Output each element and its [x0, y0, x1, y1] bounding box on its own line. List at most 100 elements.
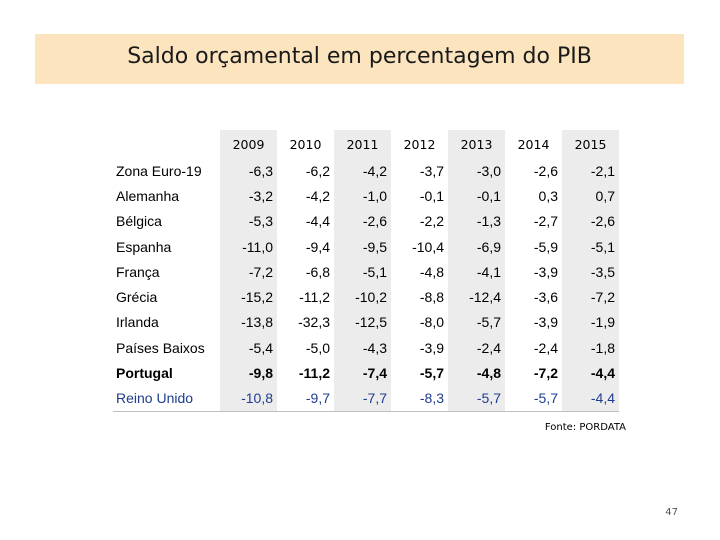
table-cell: -5,0 [305, 339, 330, 356]
page-number: 47 [665, 507, 678, 518]
table-body: Zona Euro-19 -6,3 -6,2 -4,2 -3,7 -3,0 -2,6 -2,1… [113, 158, 619, 412]
table-cell: -5,7 [505, 385, 562, 412]
table-cell: -3,0 [448, 158, 505, 184]
table-cell: -0,1 [448, 183, 505, 209]
table-cell: -3,9 [419, 339, 444, 356]
table-cell: -6,2 [305, 162, 330, 179]
table-cell: -3,6 [533, 289, 558, 306]
table-cell: -9,8 [220, 360, 277, 386]
column-header-2015: 2015 [562, 130, 619, 158]
table-cell: -8,8 [419, 289, 444, 306]
row-label: Zona Euro-19 [116, 162, 202, 179]
table-cell: -11,2 [298, 365, 330, 382]
row-label: Grécia [116, 289, 158, 306]
source-note: Fonte: PORDATA [544, 422, 626, 433]
table-cell: -6,9 [448, 233, 505, 260]
table-row: Bélgica -5,3 -4,4 -2,6 -2,2 -1,3 -2,7 -2,6 [113, 208, 619, 234]
column-header-2009: 2009 [220, 130, 277, 158]
table-cell: -11,2 [299, 289, 330, 306]
table-cell: -2,1 [562, 158, 619, 184]
budget-balance-table: 2009 2010 2011 2012 2013 2014 2015 Zona Euro-1… [113, 130, 619, 412]
table-cell: -7,4 [334, 360, 391, 386]
table-cell: -3,2 [220, 183, 277, 209]
column-header-2010: 2010 [289, 136, 322, 152]
table-cell: -5,4 [220, 335, 277, 361]
table-cell: -9,5 [334, 233, 391, 260]
table-cell: 0,7 [562, 183, 619, 209]
table-cell: -5,9 [533, 238, 558, 255]
table-cell: -4,8 [419, 263, 444, 280]
table-cell: -2,6 [533, 162, 558, 179]
column-header-2012: 2012 [403, 136, 436, 152]
header-corner [113, 130, 220, 158]
table-cell: -4,4 [562, 385, 619, 412]
row-label: França [116, 263, 160, 280]
table-cell: -15,2 [220, 284, 277, 310]
row-label: Bélgica [116, 213, 162, 230]
table-cell: -10,2 [334, 284, 391, 310]
table-cell: -8,0 [419, 314, 444, 331]
table-cell: -11,0 [220, 233, 277, 260]
table-cell: -7,7 [334, 385, 391, 412]
row-label: Países Baixos [116, 339, 205, 356]
table-cell: -6,8 [305, 263, 330, 280]
slide-title: Saldo orçamental em percentagem do PIB [127, 44, 592, 69]
column-header-2011: 2011 [334, 130, 391, 158]
table-row: Reino Unido -10,8 -9,7 -7,7 -8,3 -5,7 -5,7 -4,4 [113, 385, 619, 412]
table-cell: -4,3 [334, 335, 391, 361]
table-cell: -2,7 [533, 213, 558, 230]
table-cell: -7,2 [562, 284, 619, 310]
table-cell: -4,1 [448, 259, 505, 285]
table-cell: -3,5 [562, 259, 619, 285]
table-cell: -2,6 [334, 208, 391, 234]
table-cell: -5,7 [448, 309, 505, 336]
row-label: Portugal [116, 365, 173, 382]
table-cell: -2,6 [562, 208, 619, 234]
table-cell: -1,9 [562, 309, 619, 336]
table-row: Grécia -15,2 -11,2 -10,2 -8,8 -12,4 -3,6 -7,2 [113, 284, 619, 310]
column-header-2013: 2013 [448, 130, 505, 158]
table-cell: -1,8 [562, 335, 619, 361]
table-cell: -3,7 [419, 162, 444, 179]
table-cell: -0,1 [419, 187, 444, 204]
table-cell: -5,7 [419, 365, 444, 382]
table-cell: -4,4 [562, 360, 619, 386]
table-cell: -4,2 [334, 158, 391, 184]
table-cell: -1,0 [334, 183, 391, 209]
table-cell: -10,4 [412, 238, 444, 255]
table-cell: -5,1 [334, 259, 391, 285]
table-cell: -7,2 [220, 259, 277, 285]
table-cell: -4,2 [305, 187, 330, 204]
table-cell: -32,3 [298, 314, 330, 331]
table-row: Portugal -9,8 -11,2 -7,4 -5,7 -4,8 -7,2 -4,4 [113, 360, 619, 386]
table-cell: -9,4 [305, 238, 330, 255]
table-row: Países Baixos -5,4 -5,0 -4,3 -3,9 -2,4 -2,4 -1,… [113, 335, 619, 361]
table-cell: -3,9 [533, 263, 558, 280]
table-row: França -7,2 -6,8 -5,1 -4,8 -4,1 -3,9 -3,5 [113, 259, 619, 285]
column-header-2014: 2014 [517, 136, 550, 152]
table-row: Irlanda -13,8 -32,3 -12,5 -8,0 -5,7 -3,9 -1,9 [113, 309, 619, 336]
table-row: Zona Euro-19 -6,3 -6,2 -4,2 -3,7 -3,0 -2,6 -2,1 [113, 158, 619, 184]
table-row: Alemanha -3,2 -4,2 -1,0 -0,1 -0,1 0,3 0,7 [113, 183, 619, 209]
row-label: Alemanha [116, 187, 180, 204]
table-cell: -9,7 [277, 385, 334, 412]
table-cell: -2,2 [419, 213, 444, 230]
table-row: Espanha -11,0 -9,4 -9,5 -10,4 -6,9 -5,9 -5,1 [113, 233, 619, 260]
title-band: Saldo orçamental em percentagem do PIB [35, 34, 684, 84]
header-row: 2009 2010 2011 2012 2013 2014 2015 [113, 130, 619, 158]
table-cell: -8,3 [391, 385, 448, 412]
row-label: Irlanda [116, 314, 159, 331]
table-cell: -5,1 [562, 233, 619, 260]
table-cell: 0,3 [538, 187, 558, 204]
table-cell: -4,8 [448, 360, 505, 386]
table-cell: -6,3 [220, 158, 277, 184]
table-cell: -5,3 [220, 208, 277, 234]
row-label: Espanha [116, 238, 172, 255]
table-cell: -12,4 [448, 284, 505, 310]
table-cell: -12,5 [334, 309, 391, 336]
table-cell: -1,3 [448, 208, 505, 234]
table-cell: -13,8 [220, 309, 277, 336]
row-label: Reino Unido [113, 385, 220, 412]
table-cell: -2,4 [533, 339, 558, 356]
table-cell: -4,4 [305, 213, 330, 230]
